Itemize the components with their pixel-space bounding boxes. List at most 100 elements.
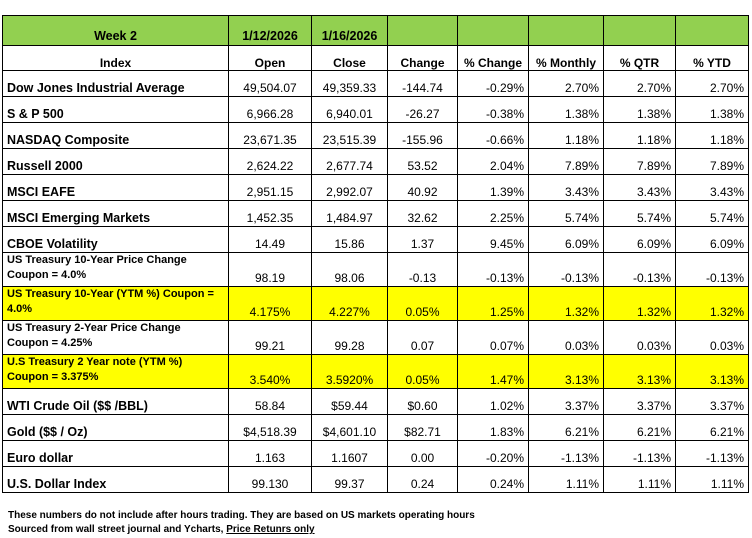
- ytd-value: 5.74%: [675, 200, 749, 227]
- open-value: 99.130: [228, 466, 312, 493]
- change-value: -0.13: [387, 252, 458, 287]
- qtr-value: 1.18%: [603, 122, 676, 149]
- qtr-value: 3.37%: [603, 388, 676, 415]
- change-value: $82.71: [387, 414, 458, 441]
- blank-cell: [675, 15, 749, 46]
- change-value: $0.60: [387, 388, 458, 415]
- close-value: 99.28: [311, 320, 388, 355]
- blank-cell: [457, 15, 529, 46]
- close-value: 15.86: [311, 226, 388, 253]
- col-header-close: Close: [311, 45, 388, 71]
- index-name: MSCI Emerging Markets: [2, 200, 229, 227]
- change-value: 53.52: [387, 148, 458, 175]
- monthly-value: 2.70%: [528, 70, 604, 97]
- monthly-value: 0.03%: [528, 320, 604, 355]
- table-row: US Treasury 2-Year Price Change Coupon =…: [2, 320, 749, 355]
- monthly-value: 3.37%: [528, 388, 604, 415]
- ytd-value: 3.43%: [675, 174, 749, 201]
- pct-change-value: 1.25%: [457, 286, 529, 321]
- pct-change-value: -0.66%: [457, 122, 529, 149]
- ytd-value: 7.89%: [675, 148, 749, 175]
- monthly-value: 6.09%: [528, 226, 604, 253]
- monthly-value: 1.32%: [528, 286, 604, 321]
- ytd-value: 6.09%: [675, 226, 749, 253]
- table-row: MSCI EAFE 2,951.15 2,992.07 40.92 1.39% 3.43%…: [2, 174, 749, 201]
- table-row: Dow Jones Industrial Average 49,504.07 49,…: [2, 70, 749, 97]
- qtr-value: 7.89%: [603, 148, 676, 175]
- monthly-value: 1.38%: [528, 96, 604, 123]
- table-row: WTI Crude Oil ($$ /BBL) 58.84 $59.44 $0.60 1…: [2, 388, 749, 415]
- index-name: NASDAQ Composite: [2, 122, 229, 149]
- close-value: $59.44: [311, 388, 388, 415]
- ytd-value: -1.13%: [675, 440, 749, 467]
- table-row: NASDAQ Composite 23,671.35 23,515.39 -155.9…: [2, 122, 749, 149]
- pct-change-value: -0.13%: [457, 252, 529, 287]
- qtr-value: 1.32%: [603, 286, 676, 321]
- monthly-value: 5.74%: [528, 200, 604, 227]
- open-value: 2,951.15: [228, 174, 312, 201]
- monthly-value: 1.11%: [528, 466, 604, 493]
- close-value: 3.5920%: [311, 354, 388, 389]
- qtr-value: 1.38%: [603, 96, 676, 123]
- close-value: 23,515.39: [311, 122, 388, 149]
- qtr-value: 3.13%: [603, 354, 676, 389]
- qtr-value: 1.11%: [603, 466, 676, 493]
- qtr-value: 6.09%: [603, 226, 676, 253]
- index-name: US Treasury 10-Year Price Change Coupon …: [2, 252, 229, 287]
- ytd-value: 3.37%: [675, 388, 749, 415]
- close-value: 99.37: [311, 466, 388, 493]
- col-header-open: Open: [228, 45, 312, 71]
- open-value: 6,966.28: [228, 96, 312, 123]
- open-value: 1,452.35: [228, 200, 312, 227]
- table-row: Euro dollar 1.163 1.1607 0.00 -0.20% -1.13% -1…: [2, 440, 749, 467]
- monthly-value: 6.21%: [528, 414, 604, 441]
- pct-change-value: -0.38%: [457, 96, 529, 123]
- footnote-hours: These numbers do not include after hours…: [8, 510, 475, 521]
- ytd-value: 3.13%: [675, 354, 749, 389]
- open-value: 3.540%: [228, 354, 312, 389]
- col-header-pct-change: % Change: [457, 45, 529, 71]
- open-value: 1.163: [228, 440, 312, 467]
- close-value: 1.1607: [311, 440, 388, 467]
- table-row: Gold ($$ / Oz) $4,518.39 $4,601.10 $82.71 1.…: [2, 414, 749, 441]
- index-name: Gold ($$ / Oz): [2, 414, 229, 441]
- open-value: $4,518.39: [228, 414, 312, 441]
- pct-change-value: 2.25%: [457, 200, 529, 227]
- price-returns-link[interactable]: Price Retunrs only: [226, 524, 315, 535]
- footnote-source: Sourced from wall street journal and Ych…: [8, 523, 475, 537]
- qtr-value: 3.43%: [603, 174, 676, 201]
- pct-change-value: 0.07%: [457, 320, 529, 355]
- close-value: 1,484.97: [311, 200, 388, 227]
- week-label: Week 2: [2, 15, 229, 46]
- open-value: 14.49: [228, 226, 312, 253]
- qtr-value: 6.21%: [603, 414, 676, 441]
- change-value: 0.00: [387, 440, 458, 467]
- qtr-value: -0.13%: [603, 252, 676, 287]
- open-value: 23,671.35: [228, 122, 312, 149]
- change-value: -144.74: [387, 70, 458, 97]
- table-row: US Treasury 10-Year (YTM %) Coupon = 4.0…: [2, 286, 749, 321]
- close-date: 1/16/2026: [311, 15, 388, 46]
- monthly-value: 3.43%: [528, 174, 604, 201]
- open-value: 49,504.07: [228, 70, 312, 97]
- pct-change-value: -0.29%: [457, 70, 529, 97]
- blank-cell: [528, 15, 604, 46]
- change-value: 0.05%: [387, 286, 458, 321]
- index-name: US Treasury 2-Year Price Change Coupon =…: [2, 320, 229, 355]
- ytd-value: 1.18%: [675, 122, 749, 149]
- col-header-index: Index: [2, 45, 229, 71]
- close-value: 98.06: [311, 252, 388, 287]
- close-value: 49,359.33: [311, 70, 388, 97]
- table-row: U.S. Dollar Index 99.130 99.37 0.24 0.24% 1.1…: [2, 466, 749, 493]
- table-row: U.S Treasury 2 Year note (YTM %) Coupon …: [2, 354, 749, 389]
- col-header-qtr: % QTR: [603, 45, 676, 71]
- monthly-value: -1.13%: [528, 440, 604, 467]
- ytd-value: 6.21%: [675, 414, 749, 441]
- change-value: -155.96: [387, 122, 458, 149]
- index-name: U.S. Dollar Index: [2, 466, 229, 493]
- pct-change-value: 1.39%: [457, 174, 529, 201]
- index-name: Dow Jones Industrial Average: [2, 70, 229, 97]
- monthly-value: 3.13%: [528, 354, 604, 389]
- qtr-value: 0.03%: [603, 320, 676, 355]
- pct-change-value: 0.24%: [457, 466, 529, 493]
